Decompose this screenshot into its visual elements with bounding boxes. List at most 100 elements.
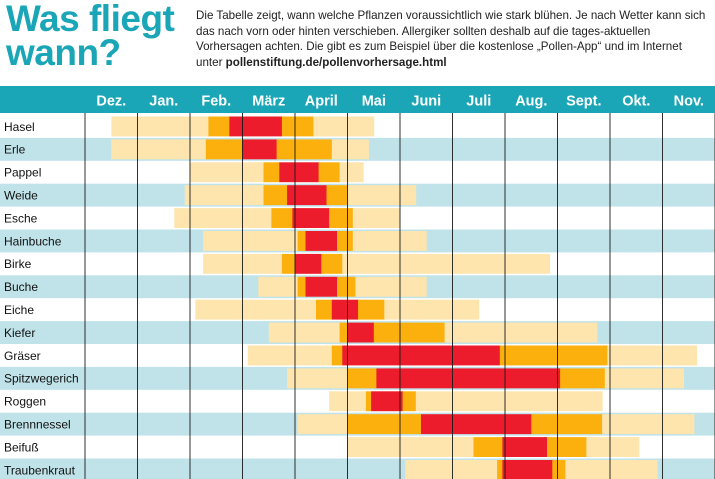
bloom-segment-high (384, 345, 501, 366)
bloom-segment-low (602, 414, 695, 435)
bloom-segment-low (184, 185, 264, 206)
month-label: April (305, 94, 338, 110)
bloom-segment-high (371, 391, 403, 412)
bloom-segment-high (502, 437, 548, 457)
bloom-segment-medium (347, 414, 422, 435)
bloom-segment-high (305, 231, 338, 251)
plant-label: Hainbuche (4, 234, 62, 248)
bloom-segment-medium (337, 276, 356, 297)
bloom-segment-medium (208, 116, 230, 137)
month-label: Dez. (96, 94, 126, 110)
bloom-segment-high (242, 139, 277, 160)
bloom-segment-medium (318, 162, 340, 183)
bloom-segment-low (287, 368, 348, 389)
bloom-segment-low (313, 116, 375, 137)
bloom-segment-medium (331, 345, 343, 366)
intro-text: Die Tabelle zeigt, wann welche Pflanzen … (196, 8, 711, 70)
bloom-segment-medium (263, 185, 288, 206)
bloom-segment-medium (473, 437, 503, 457)
month-label: Nov. (674, 94, 704, 110)
bloom-bars (111, 116, 698, 479)
plant-label: Eiche (4, 303, 34, 317)
month-label: März (252, 94, 285, 110)
bloom-segment-medium (373, 322, 446, 343)
plant-label: Hasel (4, 120, 35, 134)
bloom-segment-medium (321, 253, 343, 274)
bloom-segment-low (342, 253, 406, 274)
plant-label: Gräser (4, 349, 41, 363)
bloom-segment-low (339, 162, 364, 183)
bloom-segment-medium (560, 368, 606, 389)
month-label: Juni (411, 94, 441, 110)
bloom-segment-medium (365, 391, 372, 412)
plant-labels: Hasel Erle Pappel Weide Esche Hainbuche Birke B… (4, 120, 79, 477)
bloom-segment-medium (326, 185, 348, 206)
bloom-segment-high (331, 299, 359, 320)
month-label: Aug. (515, 94, 547, 110)
bloom-segment-medium (281, 116, 314, 137)
month-label: Okt. (622, 94, 650, 110)
bloom-segment-high (295, 253, 322, 274)
bloom-segment-low (347, 185, 417, 206)
bloom-segment-medium (547, 437, 587, 457)
bloom-segment-low (355, 276, 427, 297)
plant-label: Weide (4, 188, 38, 202)
bloom-segment-medium (316, 299, 333, 320)
bloom-segment-high (292, 208, 330, 228)
plant-label: Spitzwegerich (4, 372, 79, 386)
forecast-link[interactable]: pollenstiftung.de/pollenvorhersage.html (225, 55, 447, 69)
bloom-segment-low (111, 139, 207, 160)
bloom-segment-medium (281, 253, 296, 274)
bloom-segment-medium (205, 139, 243, 160)
bloom-segment-low (384, 299, 480, 320)
plant-label: Kiefer (4, 326, 35, 340)
bloom-segment-high (502, 460, 553, 479)
bloom-segment-low (195, 299, 317, 320)
plant-label: Roggen (4, 395, 46, 409)
bloom-segment-high (421, 414, 532, 435)
bloom-segment-medium (337, 231, 354, 251)
plant-label: Brennnessel (4, 417, 71, 431)
plant-label: Beifuß (4, 440, 39, 454)
month-label: Juli (466, 94, 491, 110)
plant-label: Buche (4, 280, 38, 294)
bloom-segment-medium (402, 391, 417, 412)
bloom-segment-high (279, 162, 320, 183)
month-header: Dez. Jan. Feb. März April Mai Juni Juli Aug. Sept… (0, 86, 715, 113)
month-label: Mai (362, 94, 386, 110)
month-header-bar (0, 86, 715, 113)
chart-title: Was fliegt wann? (6, 0, 175, 73)
bloom-segment-medium (276, 139, 333, 160)
bloom-segment-high (287, 185, 327, 206)
bloom-segment-medium (263, 162, 280, 183)
bloom-segment-medium (297, 231, 306, 251)
bloom-segment-low (331, 139, 369, 160)
month-label: Sept. (566, 94, 601, 110)
bloom-segment-low (604, 368, 684, 389)
bloom-segment-low (565, 460, 658, 479)
bloom-segment-low (203, 231, 298, 251)
month-gridlines (84, 86, 715, 479)
bloom-segment-medium (497, 460, 503, 479)
bloom-segment-low (258, 276, 299, 297)
bloom-segment-low (347, 437, 474, 457)
bloom-segment-low (352, 208, 401, 228)
bloom-segment-medium (329, 208, 354, 228)
bloom-segment-medium (499, 345, 608, 366)
bloom-segment-low (297, 414, 348, 435)
plant-label: Pappel (4, 166, 41, 180)
bloom-segment-low (415, 391, 603, 412)
bloom-segment-medium (271, 208, 293, 228)
plant-label: Traubenkraut (4, 463, 76, 477)
bloom-segment-high (376, 368, 561, 389)
bloom-segment-high (342, 345, 385, 366)
bloom-segment-medium (297, 276, 306, 297)
bloom-segment-low (607, 345, 698, 366)
plant-label: Erle (4, 143, 26, 157)
plant-label: Birke (4, 257, 32, 271)
bloom-segment-medium (552, 460, 566, 479)
month-label: Jan. (149, 94, 178, 110)
bloom-segment-low (405, 253, 551, 274)
bloom-segment-low (174, 208, 272, 228)
